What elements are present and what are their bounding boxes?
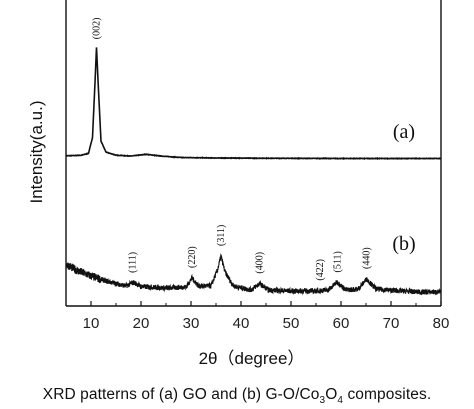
peak-label: (400)	[255, 252, 266, 274]
peak-label: (111)	[128, 252, 139, 273]
x-tick-label: 70	[383, 315, 400, 332]
x-axis-label: 2θ（degree）	[199, 349, 305, 368]
peak-label: (220)	[187, 246, 198, 268]
plot-frame	[65, 0, 442, 307]
x-ticks: 10 20 30 40 50 60 70 80	[65, 301, 450, 332]
xrd-chart: 10 20 30 40 50 60 70 80 (002) (111) (220) (311) (40…	[27, 0, 450, 368]
series-label-b: (b)	[392, 233, 415, 255]
series-line-b	[65, 252, 442, 296]
series-label-a: (a)	[393, 121, 415, 143]
curve-labels: (a) (b)	[392, 121, 415, 255]
peak-label: (311)	[216, 225, 227, 246]
x-tick-label: 10	[83, 315, 100, 332]
peak-label: (440)	[362, 247, 373, 269]
x-tick-label: 30	[183, 315, 200, 332]
peak-label: (422)	[315, 259, 326, 281]
y-axis-label: Intensity(a.u.)	[27, 101, 46, 204]
peak-label: (511)	[333, 251, 344, 272]
figure-caption: XRD patterns of (a) GO and (b) G-O/Co3O4…	[42, 386, 432, 407]
series-layer	[65, 47, 442, 296]
x-tick-label: 80	[433, 315, 450, 332]
x-tick-label: 40	[233, 315, 250, 332]
x-tick-label: 60	[333, 315, 350, 332]
peak-label: (002)	[92, 18, 103, 40]
peak-labels: (002) (111) (220) (311) (400) (422) (511) (440)	[92, 18, 373, 281]
x-tick-label: 20	[133, 315, 150, 332]
series-line-a	[65, 47, 442, 161]
x-tick-label: 50	[283, 315, 300, 332]
